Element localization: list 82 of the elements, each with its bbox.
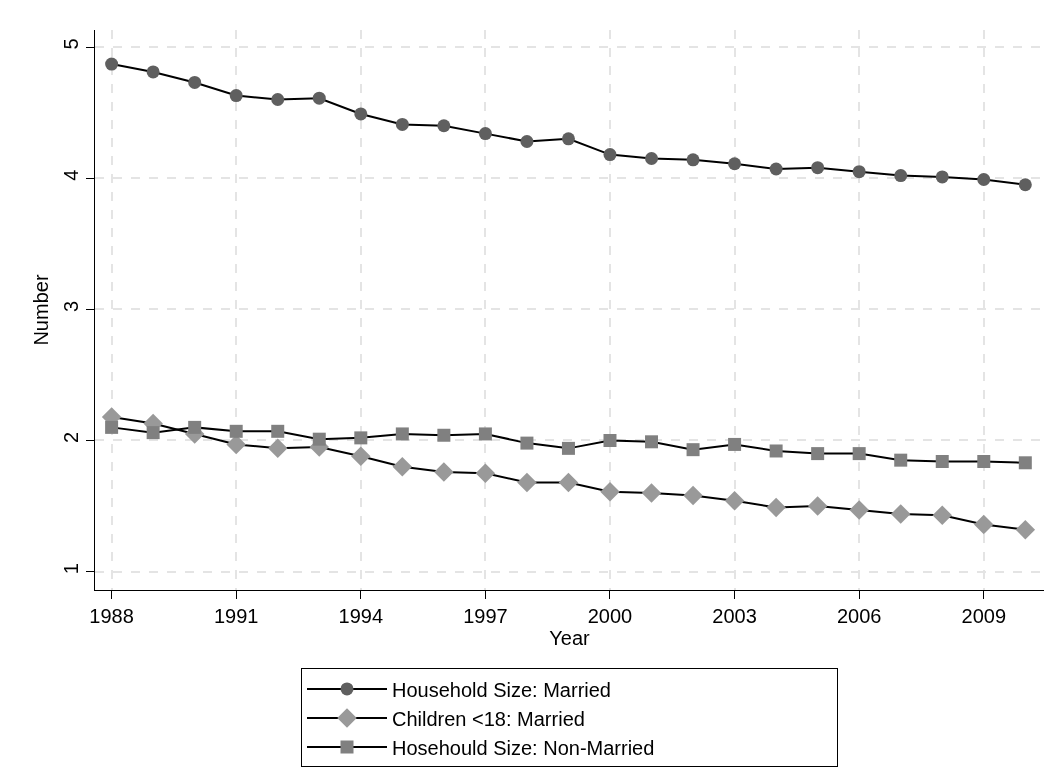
point — [520, 436, 534, 450]
point — [686, 153, 700, 167]
x-tick-label: 2000 — [587, 605, 633, 627]
point — [146, 426, 160, 440]
point — [603, 148, 617, 162]
point — [935, 454, 949, 468]
point — [811, 447, 825, 461]
point — [852, 165, 866, 179]
point — [728, 157, 742, 171]
y-tick-label: 1 — [60, 563, 82, 575]
point — [894, 453, 908, 467]
point — [520, 134, 534, 148]
point — [807, 496, 828, 516]
point — [728, 437, 742, 451]
x-tick-label: 1991 — [213, 605, 259, 627]
point — [188, 420, 202, 434]
point — [600, 481, 620, 502]
point — [354, 431, 368, 445]
point — [395, 427, 409, 441]
point — [890, 504, 911, 524]
point — [849, 500, 869, 520]
point — [475, 463, 496, 484]
point — [437, 119, 451, 133]
point — [603, 433, 617, 447]
point — [517, 472, 537, 493]
point — [229, 89, 243, 103]
point — [561, 132, 575, 146]
y-tick-label: 5 — [60, 38, 82, 50]
x-tick-label: 2003 — [712, 605, 757, 627]
point — [434, 462, 454, 482]
point — [271, 424, 285, 438]
point — [977, 454, 991, 468]
point — [894, 169, 908, 183]
point — [1015, 519, 1036, 540]
point — [686, 443, 700, 457]
point — [769, 162, 783, 176]
x-axis-title: Year — [549, 627, 591, 649]
point — [724, 491, 745, 511]
x-tick-label: 2006 — [836, 605, 882, 627]
point — [105, 420, 119, 434]
legend-label: Children <18: Married — [392, 707, 585, 730]
point — [437, 428, 451, 442]
point — [478, 427, 492, 441]
point — [769, 444, 783, 458]
point — [561, 441, 575, 455]
point — [354, 107, 368, 121]
point — [683, 485, 703, 506]
point — [267, 438, 288, 459]
point — [312, 432, 326, 446]
point — [1018, 456, 1032, 470]
point — [645, 435, 659, 449]
point — [312, 91, 326, 105]
legend-label: Hosehould Size: Non-Married — [392, 736, 655, 759]
x-tick-label: 2009 — [961, 605, 1007, 627]
point — [645, 152, 659, 166]
x-tick-label: 1988 — [89, 605, 134, 627]
y-tick-label: 4 — [60, 169, 82, 181]
legend-label: Household Size: Married — [392, 678, 611, 701]
point — [146, 65, 160, 79]
point — [351, 446, 371, 466]
x-tick-label: 1994 — [338, 605, 384, 627]
point — [641, 483, 662, 503]
point — [188, 75, 202, 89]
point — [478, 127, 492, 141]
point — [932, 505, 952, 525]
y-tick-label: 2 — [60, 431, 82, 444]
point — [977, 173, 991, 186]
point — [105, 57, 119, 71]
point — [392, 456, 413, 477]
point — [766, 497, 786, 518]
y-tick-label: 3 — [60, 300, 82, 312]
point — [852, 447, 866, 461]
x-tick-label: 1997 — [463, 605, 508, 627]
point — [395, 117, 409, 131]
point — [558, 472, 579, 493]
point — [935, 170, 949, 184]
y-axis-title: Number — [29, 274, 52, 346]
point — [1018, 178, 1032, 192]
point — [271, 93, 285, 106]
point — [229, 424, 243, 438]
point — [974, 514, 994, 535]
point — [811, 161, 825, 175]
